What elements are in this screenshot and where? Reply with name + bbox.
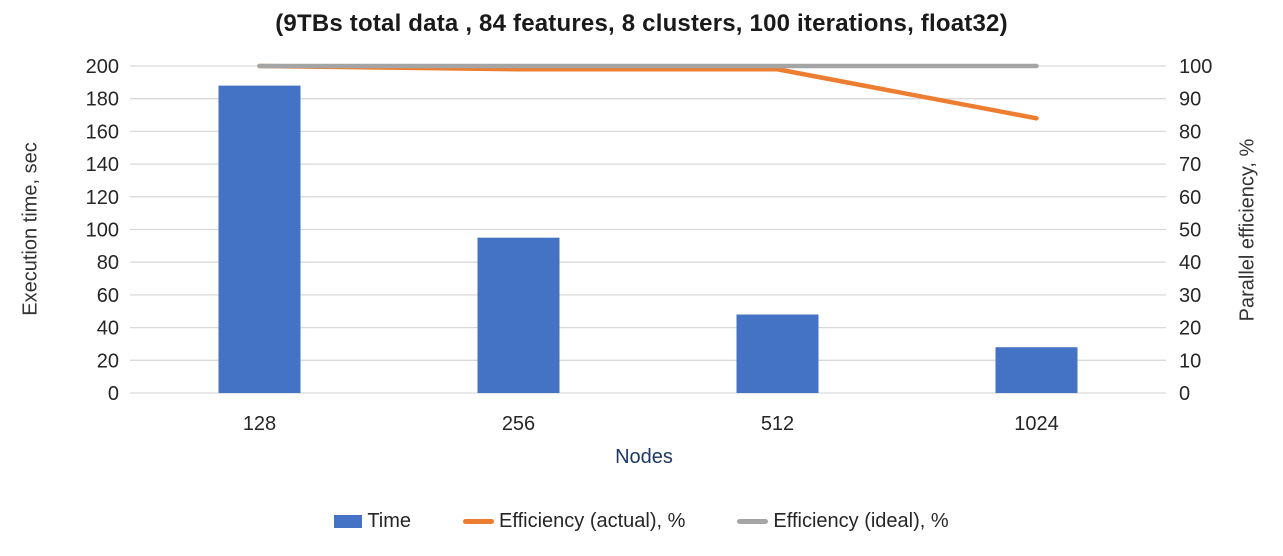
legend: Time Efficiency (actual), % Efficiency (id… [0, 506, 1283, 536]
legend-item: Time [334, 510, 411, 533]
right-axis-tick: 70 [1179, 154, 1201, 176]
left-axis-tick: 80 [97, 252, 119, 274]
left-axis-tick: 160 [86, 121, 119, 143]
bar [995, 347, 1078, 393]
right-axis-tick: 90 [1179, 89, 1201, 111]
legend-bar-swatch-icon [334, 514, 363, 528]
x-axis-title: Nodes [615, 446, 673, 468]
line-series [257, 63, 1039, 121]
right-axis-tick: 50 [1179, 220, 1201, 242]
left-axis-tick: 20 [97, 350, 119, 372]
chart-title: (9TBs total data , 84 features, 8 cluste… [275, 10, 1008, 37]
right-axis-tick: 20 [1179, 318, 1201, 340]
right-axis-tick: 40 [1179, 252, 1201, 274]
legend-item: Efficiency (ideal), % [737, 509, 949, 533]
right-axis-tick: 10 [1179, 350, 1201, 372]
legend-line-swatch-icon [737, 518, 769, 524]
right-axis-tick: 100 [1179, 56, 1212, 78]
right-axis-tick: 60 [1179, 187, 1201, 209]
legend-label: Time [367, 509, 412, 532]
legend-label: Efficiency (actual), % [499, 509, 686, 532]
left-axis-tick: 100 [86, 220, 119, 242]
legend-label: Efficiency (ideal), % [773, 509, 949, 532]
left-axis-tick: 60 [97, 285, 119, 307]
right-axis-title: Parallel efficiency, % [1236, 138, 1259, 322]
bar [477, 237, 560, 393]
x-axis-tick: 1024 [1014, 413, 1059, 435]
left-axis-title: Execution time, sec [19, 142, 42, 316]
left-axis-tick: 180 [86, 89, 119, 111]
legend-item: Efficiency (actual), % [463, 510, 685, 533]
right-axis-tick: 30 [1179, 285, 1201, 307]
legend-line-swatch-icon [463, 518, 495, 524]
left-axis-tick: 40 [97, 318, 119, 340]
bar [218, 85, 301, 394]
left-axis-tick: 120 [86, 187, 119, 209]
left-axis-tick: 140 [86, 154, 119, 176]
x-axis-tick: 256 [502, 413, 535, 435]
left-axis-tick: 200 [86, 56, 119, 78]
x-axis-tick: 512 [761, 413, 794, 435]
bar [736, 314, 819, 393]
right-axis-tick: 0 [1179, 383, 1190, 405]
left-axis-tick: 0 [108, 383, 119, 405]
x-axis-tick: 128 [243, 413, 276, 435]
right-axis-tick: 80 [1179, 121, 1201, 143]
